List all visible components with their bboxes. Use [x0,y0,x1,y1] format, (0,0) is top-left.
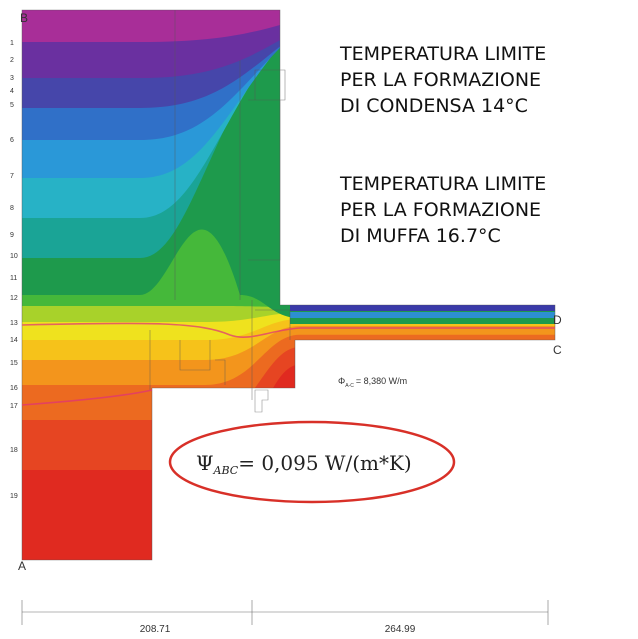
heat-flow: ΦA-C= 8,380 W/m [338,376,407,389]
band [290,318,560,324]
subscript: ABC [213,464,239,477]
point-label: B [20,11,28,25]
layer-number: 16 [10,385,18,392]
dimension: 208.71 [140,624,171,635]
layer-number: 7 [10,173,14,180]
layer-number: 15 [10,360,18,367]
band [290,305,560,311]
layer-number: 12 [10,295,18,302]
diagram: TEMPERATURA LIMITE PER LA FORMAZIONE DI CO… [0,0,638,639]
psi: ΨABC= 0,095 W/(m*K) [196,451,412,477]
value: = 0,095 W/(m*K) [238,451,412,475]
point-label: D [553,313,562,327]
layer-number: 5 [10,102,14,109]
layer-number: 3 [10,75,14,82]
symbol: Ψ [196,451,214,475]
layer-number: 10 [10,253,18,260]
band [0,0,638,42]
annotation-line: TEMPERATURA LIMITE [339,173,546,195]
annotation-line: PER LA FORMAZIONE [340,69,541,91]
annotation-line: DI MUFFA 16.7°C [340,225,501,247]
layer-number: 14 [10,337,18,344]
layer-number: 9 [10,232,14,239]
dimension: 264.99 [385,624,416,635]
symbol: Φ [338,376,345,386]
point-label: C [553,343,562,357]
annotation-line: TEMPERATURA LIMITE [339,43,546,65]
layer-number: 13 [10,320,18,327]
value: = 8,380 W/m [356,376,407,386]
layer-number: 18 [10,447,18,454]
layer-number: 1 [10,40,14,47]
layer-number: 11 [10,275,17,282]
annotation-line: DI CONDENSA 14°C [340,95,528,117]
layer-number: 17 [10,403,18,410]
subscript: A-C [345,383,354,389]
layer-number: 6 [10,137,14,144]
thermal-field [0,0,638,639]
layer-number: 2 [10,57,14,64]
point-label: A [18,559,26,573]
layer-number: 8 [10,205,14,212]
layer-number: 19 [10,493,18,500]
layer-number: 4 [10,88,14,95]
annotation-line: PER LA FORMAZIONE [340,199,541,221]
band [290,312,560,318]
